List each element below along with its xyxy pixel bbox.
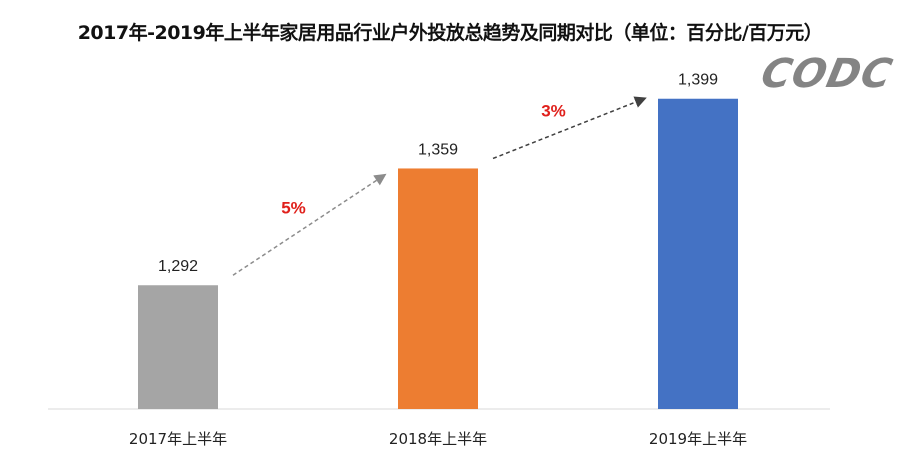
x-tick-label-2: 2018年上半年	[389, 430, 487, 448]
growth-label-1: 5%	[281, 198, 306, 217]
codc-watermark-logo: CODC	[757, 51, 897, 97]
bar-3	[658, 98, 738, 410]
growth-arrow-1	[232, 173, 387, 276]
x-tick-label-1: 2017年上半年	[129, 430, 227, 448]
data-label-2: 1,359	[418, 141, 458, 158]
data-label-3: 1,399	[678, 72, 718, 89]
chart-title: 2017年-2019年上半年家居用品行业户外投放总趋势及同期对比（单位：百分比/…	[77, 22, 823, 44]
growth-label-2: 3%	[541, 102, 566, 121]
bar-2	[398, 168, 478, 409]
data-label-1: 1,292	[158, 258, 198, 275]
bar-1	[138, 285, 218, 409]
growth-arrow-2	[492, 96, 647, 160]
x-tick-label-3: 2019年上半年	[649, 430, 747, 448]
